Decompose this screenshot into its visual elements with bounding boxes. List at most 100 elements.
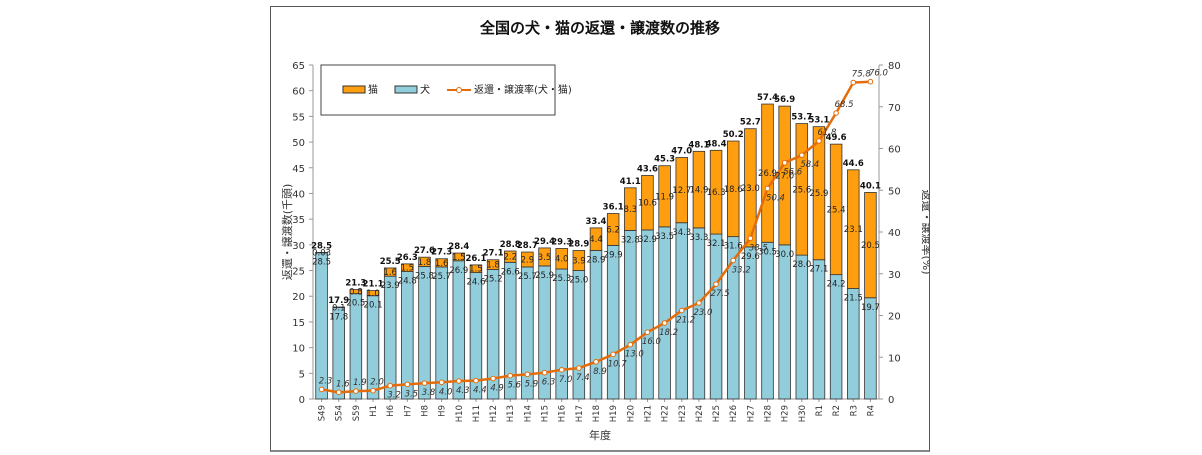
bar-cat bbox=[761, 103, 774, 243]
total-label: 40.1 bbox=[860, 181, 881, 191]
y2-tick-label: 10 bbox=[888, 353, 901, 364]
y-tick-label: 5 bbox=[299, 369, 305, 380]
x-tick-label: H6 bbox=[386, 405, 396, 417]
rate-point bbox=[833, 110, 839, 116]
bar-cat bbox=[486, 259, 500, 270]
dog-label: 24.8 bbox=[398, 277, 417, 287]
legend-swatch-dog bbox=[394, 85, 418, 94]
bar-cat bbox=[521, 251, 534, 268]
rate-point bbox=[867, 78, 874, 85]
x-tick-label: H29 bbox=[781, 405, 791, 422]
bar-cat bbox=[624, 187, 637, 231]
total-label: 57.4 bbox=[757, 93, 778, 103]
dog-label: 30.5 bbox=[758, 247, 777, 257]
dog-label: 34.3 bbox=[672, 228, 691, 238]
cat-label: 4.4 bbox=[589, 235, 603, 245]
dog-label: 29.6 bbox=[741, 252, 760, 262]
x-tick-label: S54 bbox=[335, 405, 345, 421]
rate-label: 16.0 bbox=[642, 337, 661, 347]
total-label: 21.1 bbox=[363, 280, 384, 290]
dog-label: 28.9 bbox=[587, 255, 606, 265]
bar-cat bbox=[675, 157, 688, 224]
rate-label: 23.0 bbox=[693, 308, 712, 318]
x-tick-label: H14 bbox=[523, 405, 533, 422]
bar-cat bbox=[383, 267, 397, 277]
x-tick-label: S59 bbox=[352, 405, 362, 421]
total-label: 28.5 bbox=[311, 241, 332, 251]
dog-label: 28.0 bbox=[792, 260, 811, 270]
bar-cat bbox=[606, 213, 620, 246]
rate-point bbox=[524, 371, 531, 378]
rate-label: 3.2 bbox=[387, 391, 401, 401]
bar-cat bbox=[418, 256, 431, 267]
total-label: 28.4 bbox=[448, 242, 469, 252]
rate-label: 4.0 bbox=[439, 387, 453, 397]
bar-dog bbox=[658, 226, 671, 400]
y2-tick-label: 0 bbox=[888, 395, 894, 406]
bar-dog bbox=[864, 297, 877, 400]
dog-label: 32.1 bbox=[707, 239, 726, 249]
bar-cat bbox=[469, 264, 483, 273]
dog-label: 31.6 bbox=[724, 242, 743, 252]
total-label: 36.1 bbox=[603, 203, 624, 213]
y-tick-label: 50 bbox=[292, 138, 305, 149]
x-tick-label: H20 bbox=[626, 405, 636, 422]
cat-label: 1.5 bbox=[452, 253, 466, 263]
rate-label: 50.4 bbox=[766, 194, 785, 204]
cat-label: 4.0 bbox=[555, 255, 569, 265]
x-tick-label: R1 bbox=[815, 405, 825, 416]
rate-label: 5.9 bbox=[525, 379, 539, 389]
bar-cat bbox=[435, 258, 448, 268]
dog-label: 26.6 bbox=[501, 267, 520, 277]
x-tick-label: H15 bbox=[541, 405, 551, 422]
dog-label: 33.3 bbox=[689, 233, 708, 243]
bar-cat bbox=[555, 248, 568, 270]
cat-label: 1.6 bbox=[383, 268, 397, 278]
cat-label: 1.0 bbox=[366, 289, 380, 299]
bar-dog bbox=[624, 230, 637, 400]
cat-label: 0.03 bbox=[312, 248, 331, 258]
dog-label: 20.5 bbox=[346, 299, 365, 309]
rate-point bbox=[387, 382, 393, 389]
total-label: 43.6 bbox=[637, 164, 658, 174]
legend: 猫 犬 返還・譲渡率(犬・猫) bbox=[320, 64, 572, 116]
rate-point bbox=[696, 300, 702, 306]
total-label: 52.7 bbox=[740, 118, 761, 128]
total-label: 50.2 bbox=[723, 130, 744, 140]
bar-dog bbox=[435, 266, 448, 400]
cat-label: 14.9 bbox=[689, 186, 708, 196]
bar-dog bbox=[761, 241, 774, 400]
x-tick-label: R4 bbox=[866, 405, 876, 416]
x-tick-label: H26 bbox=[729, 405, 739, 422]
rate-label: 4.4 bbox=[473, 386, 487, 396]
rate-point bbox=[747, 235, 754, 242]
cat-label: 8.3 bbox=[624, 205, 638, 215]
rate-label: 75.8 bbox=[852, 70, 872, 80]
total-label: 45.3 bbox=[654, 155, 675, 165]
y-tick-label: 65 bbox=[292, 61, 305, 72]
rate-point bbox=[421, 380, 428, 386]
dog-label: 27.1 bbox=[810, 265, 829, 275]
y-tick-label: 15 bbox=[292, 318, 305, 329]
total-label: 27.3 bbox=[431, 248, 452, 258]
bar-dog bbox=[847, 288, 860, 400]
dog-label: 33.5 bbox=[655, 232, 674, 242]
bar-cat bbox=[726, 140, 740, 238]
dog-label: 19.7 bbox=[861, 303, 880, 313]
rate-label: 76.0 bbox=[869, 69, 888, 79]
rate-label: 68.5 bbox=[835, 100, 854, 110]
cat-label: 0.8 bbox=[349, 288, 363, 298]
dog-label: 25.9 bbox=[535, 271, 554, 281]
rate-label: 18.2 bbox=[659, 328, 678, 338]
legend-label-rate: 返還・譲渡率(犬・猫) bbox=[474, 83, 572, 96]
rate-point bbox=[850, 79, 857, 86]
rate-label: 4.9 bbox=[490, 384, 504, 394]
x-tick-label: H1 bbox=[369, 405, 379, 417]
cat-label: 16.3 bbox=[707, 188, 726, 198]
bar-dog bbox=[383, 275, 397, 400]
x-tick-label: H22 bbox=[661, 405, 671, 422]
total-label: 49.6 bbox=[826, 133, 847, 143]
rate-point bbox=[558, 366, 565, 373]
y2-axis-label: 返還・譲渡率(%) bbox=[920, 189, 929, 274]
y-tick-label: 10 bbox=[292, 344, 305, 355]
